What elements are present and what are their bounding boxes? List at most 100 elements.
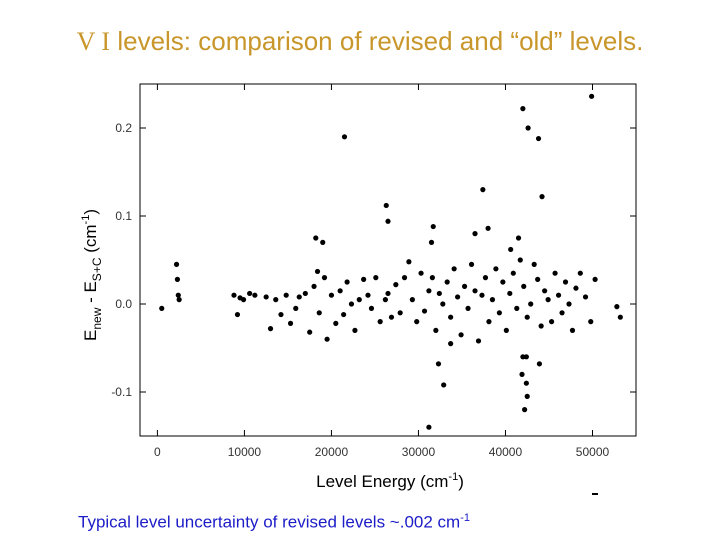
data-point <box>341 134 348 140</box>
data-point <box>617 314 623 320</box>
data-point <box>406 259 412 265</box>
svg-text:Enew - ES+C (cm-1): Enew - ES+C (cm-1) <box>80 209 104 341</box>
data-point <box>472 231 478 237</box>
data-point <box>263 294 269 300</box>
data-point <box>287 320 294 326</box>
data-point <box>418 270 424 276</box>
x-tick-label: 40000 <box>489 445 523 459</box>
x-axis-label: Level Energy (cm-1) <box>316 471 464 491</box>
data-point <box>510 270 516 276</box>
data-point <box>311 283 317 289</box>
data-point <box>480 187 486 193</box>
data-point <box>458 332 464 338</box>
data-point <box>356 297 362 303</box>
data-point <box>508 246 514 253</box>
data-point <box>542 288 548 294</box>
data-point <box>401 275 408 281</box>
data-point <box>234 311 241 318</box>
data-point <box>592 276 598 282</box>
data-points <box>159 93 623 430</box>
data-point <box>475 338 482 344</box>
data-point <box>296 294 302 300</box>
data-point <box>548 319 555 325</box>
data-point <box>352 327 358 333</box>
data-point <box>486 319 492 325</box>
data-point <box>365 292 371 298</box>
data-point <box>528 301 534 307</box>
data-point <box>525 125 531 131</box>
data-point <box>348 301 355 307</box>
data-point <box>503 327 509 333</box>
data-point <box>337 288 343 294</box>
data-point <box>451 266 457 272</box>
data-point <box>482 275 489 281</box>
data-point <box>252 292 258 298</box>
data-point <box>385 218 391 224</box>
data-point <box>519 371 525 377</box>
data-point <box>496 310 502 316</box>
data-point <box>368 305 375 311</box>
data-point <box>524 314 530 320</box>
data-point <box>472 288 478 294</box>
data-point <box>409 297 415 303</box>
data-point <box>382 297 388 303</box>
data-point <box>436 290 442 297</box>
data-point <box>614 304 620 310</box>
data-point <box>344 279 350 285</box>
data-point <box>562 279 569 285</box>
data-point <box>388 314 395 320</box>
data-point <box>589 93 595 99</box>
data-point <box>538 323 544 329</box>
data-point <box>377 319 383 325</box>
data-point <box>421 308 428 314</box>
data-point <box>520 106 526 112</box>
data-point <box>240 297 247 303</box>
footnote: Typical level uncertainty of revised lev… <box>78 512 470 533</box>
data-point <box>414 319 420 325</box>
data-point <box>175 292 181 298</box>
data-point <box>324 336 330 342</box>
data-point <box>517 257 523 263</box>
data-point <box>429 275 435 281</box>
data-point <box>577 270 583 276</box>
data-point <box>566 301 572 307</box>
data-point <box>231 292 237 298</box>
data-point <box>448 341 454 347</box>
data-point <box>428 239 435 245</box>
data-point <box>559 310 565 316</box>
data-point <box>479 292 485 298</box>
data-point <box>314 268 321 275</box>
data-point <box>159 305 165 311</box>
x-tick-label: 0 <box>154 445 161 459</box>
data-point <box>515 235 522 241</box>
data-point <box>174 276 181 282</box>
data-point <box>522 407 528 413</box>
data-point <box>426 288 432 294</box>
data-point <box>307 329 313 335</box>
data-point <box>383 202 389 209</box>
data-point <box>569 327 576 333</box>
x-tick-label: 10000 <box>228 445 262 459</box>
data-point <box>514 305 520 311</box>
data-point <box>320 239 326 245</box>
slide-title-text: levels: comparison of revised and “old” … <box>117 26 644 56</box>
data-point <box>267 326 274 332</box>
data-point <box>433 327 439 333</box>
data-point <box>520 354 526 360</box>
data-point <box>444 279 450 285</box>
data-point <box>247 290 253 297</box>
data-point <box>302 290 308 297</box>
slide-title-prefix: V I <box>76 27 111 56</box>
x-tick-label: 30000 <box>402 445 436 459</box>
footnote-superscript: -1 <box>460 512 470 524</box>
data-point <box>333 320 339 326</box>
data-point <box>173 261 180 267</box>
data-point <box>455 294 461 300</box>
data-point <box>321 275 328 281</box>
data-point <box>316 310 322 316</box>
data-point <box>489 297 496 303</box>
data-point <box>535 276 541 282</box>
data-point <box>435 361 442 367</box>
data-point <box>555 292 562 298</box>
